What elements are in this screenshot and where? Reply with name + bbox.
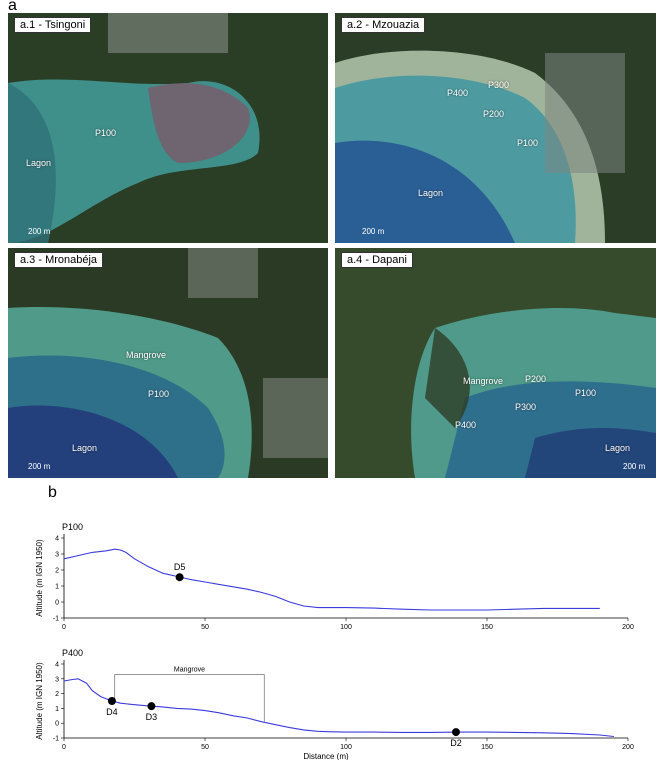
y-tick-label: 2 <box>55 691 59 698</box>
sample-point <box>107 697 116 705</box>
x-tick-label: 200 <box>622 744 634 751</box>
map-label-p300: P300 <box>488 80 510 90</box>
sample-point <box>451 728 460 737</box>
map-label-lagon: Lagon <box>72 443 98 453</box>
y-tick-label: 3 <box>55 552 59 559</box>
x-tick-label: 100 <box>340 624 352 631</box>
map-dapani: a.4 - Dapani P400 P300 P200 P100 Mangrov… <box>335 248 656 478</box>
map-mzouazia: a.2 - Mzouazia P400 P300 P200 P100 Lagon… <box>335 13 656 243</box>
x-tick-label: 50 <box>201 744 209 751</box>
sample-point <box>175 573 184 582</box>
chart-title: P400 <box>62 648 83 658</box>
y-tick-label: 1 <box>55 706 59 713</box>
map-label-p100: P100 <box>517 138 539 148</box>
y-tick-label: 4 <box>55 662 59 669</box>
scale-bar: 200 m <box>623 462 646 471</box>
map-title: a.1 - Tsingoni <box>14 17 92 33</box>
profile-charts: P100 -1 0 1 2 3 4 0 50 100 150 200 Altitude (m IGN 1… <box>0 480 657 760</box>
y-tick-label: 1 <box>55 584 59 591</box>
scale-bar: 200 m <box>362 227 385 236</box>
sample-point <box>147 702 156 711</box>
mangrove-label: Mangrove <box>174 666 205 673</box>
y-tick-label: 2 <box>55 568 59 575</box>
map-mronabeja-image <box>8 248 328 478</box>
map-label-p100: P100 <box>95 128 117 138</box>
x-tick-label: 200 <box>622 624 634 631</box>
sample-point-label: D4 <box>106 707 118 717</box>
panel-letter-a: a <box>8 0 17 14</box>
x-tick-label: 150 <box>481 624 493 631</box>
x-tick-label: 0 <box>62 624 66 631</box>
map-label-p100: P100 <box>575 388 597 398</box>
map-tsingoni: a.1 - Tsingoni P100 Lagon 200 m <box>8 13 328 243</box>
y-tick-label: 3 <box>55 676 59 683</box>
y-axis-label: Altitude (m IGN 1950) <box>35 662 44 740</box>
sample-point-label: D3 <box>146 712 158 722</box>
map-label-p200: P200 <box>483 109 505 119</box>
map-label-mangrove: Mangrove <box>126 350 167 360</box>
profile-line <box>63 548 600 611</box>
y-tick-label: 0 <box>55 721 59 728</box>
x-tick-label: 100 <box>340 744 352 751</box>
map-dapani-image <box>335 248 656 478</box>
map-title: a.2 - Mzouazia <box>341 17 426 33</box>
map-label-p100: P100 <box>148 389 170 399</box>
x-tick-label: 150 <box>481 744 493 751</box>
x-axis-label: Distance (m) <box>303 752 349 760</box>
map-label-mangrove: Mangrove <box>463 376 504 386</box>
map-label-p300: P300 <box>515 402 537 412</box>
scale-bar: 200 m <box>28 462 51 471</box>
sample-point-label: D2 <box>450 738 462 748</box>
x-tick-label: 0 <box>62 744 66 751</box>
map-mronabeja: a.3 - Mronabéja Mangrove P100 Lagon 200 … <box>8 248 328 478</box>
chart-title: P100 <box>62 522 83 532</box>
map-title: a.4 - Dapani <box>341 252 413 268</box>
map-title: a.3 - Mronabéja <box>14 252 104 268</box>
map-label-p200: P200 <box>525 374 547 384</box>
sample-point-label: D5 <box>174 562 186 572</box>
panel-letter-b: b <box>48 484 57 501</box>
map-label-p400: P400 <box>447 88 469 98</box>
y-tick-label: 4 <box>55 536 59 543</box>
scale-bar: 200 m <box>28 227 51 236</box>
x-tick-label: 50 <box>201 624 209 631</box>
map-label-p400: P400 <box>455 420 477 430</box>
y-tick-label: 0 <box>55 600 59 607</box>
profile-line <box>63 678 614 738</box>
y-tick-label: -1 <box>53 736 59 743</box>
y-axis-label: Altitude (m IGN 1950) <box>35 539 44 617</box>
map-label-lagon: Lagon <box>26 158 52 168</box>
map-mzouazia-image <box>335 13 656 243</box>
map-grid: a.1 - Tsingoni P100 Lagon 200 m a.2 - Mz… <box>8 13 656 478</box>
map-label-lagon: Lagon <box>605 443 631 453</box>
map-tsingoni-image <box>8 13 328 243</box>
map-label-lagon: Lagon <box>418 188 444 198</box>
y-tick-label: -1 <box>53 616 59 623</box>
